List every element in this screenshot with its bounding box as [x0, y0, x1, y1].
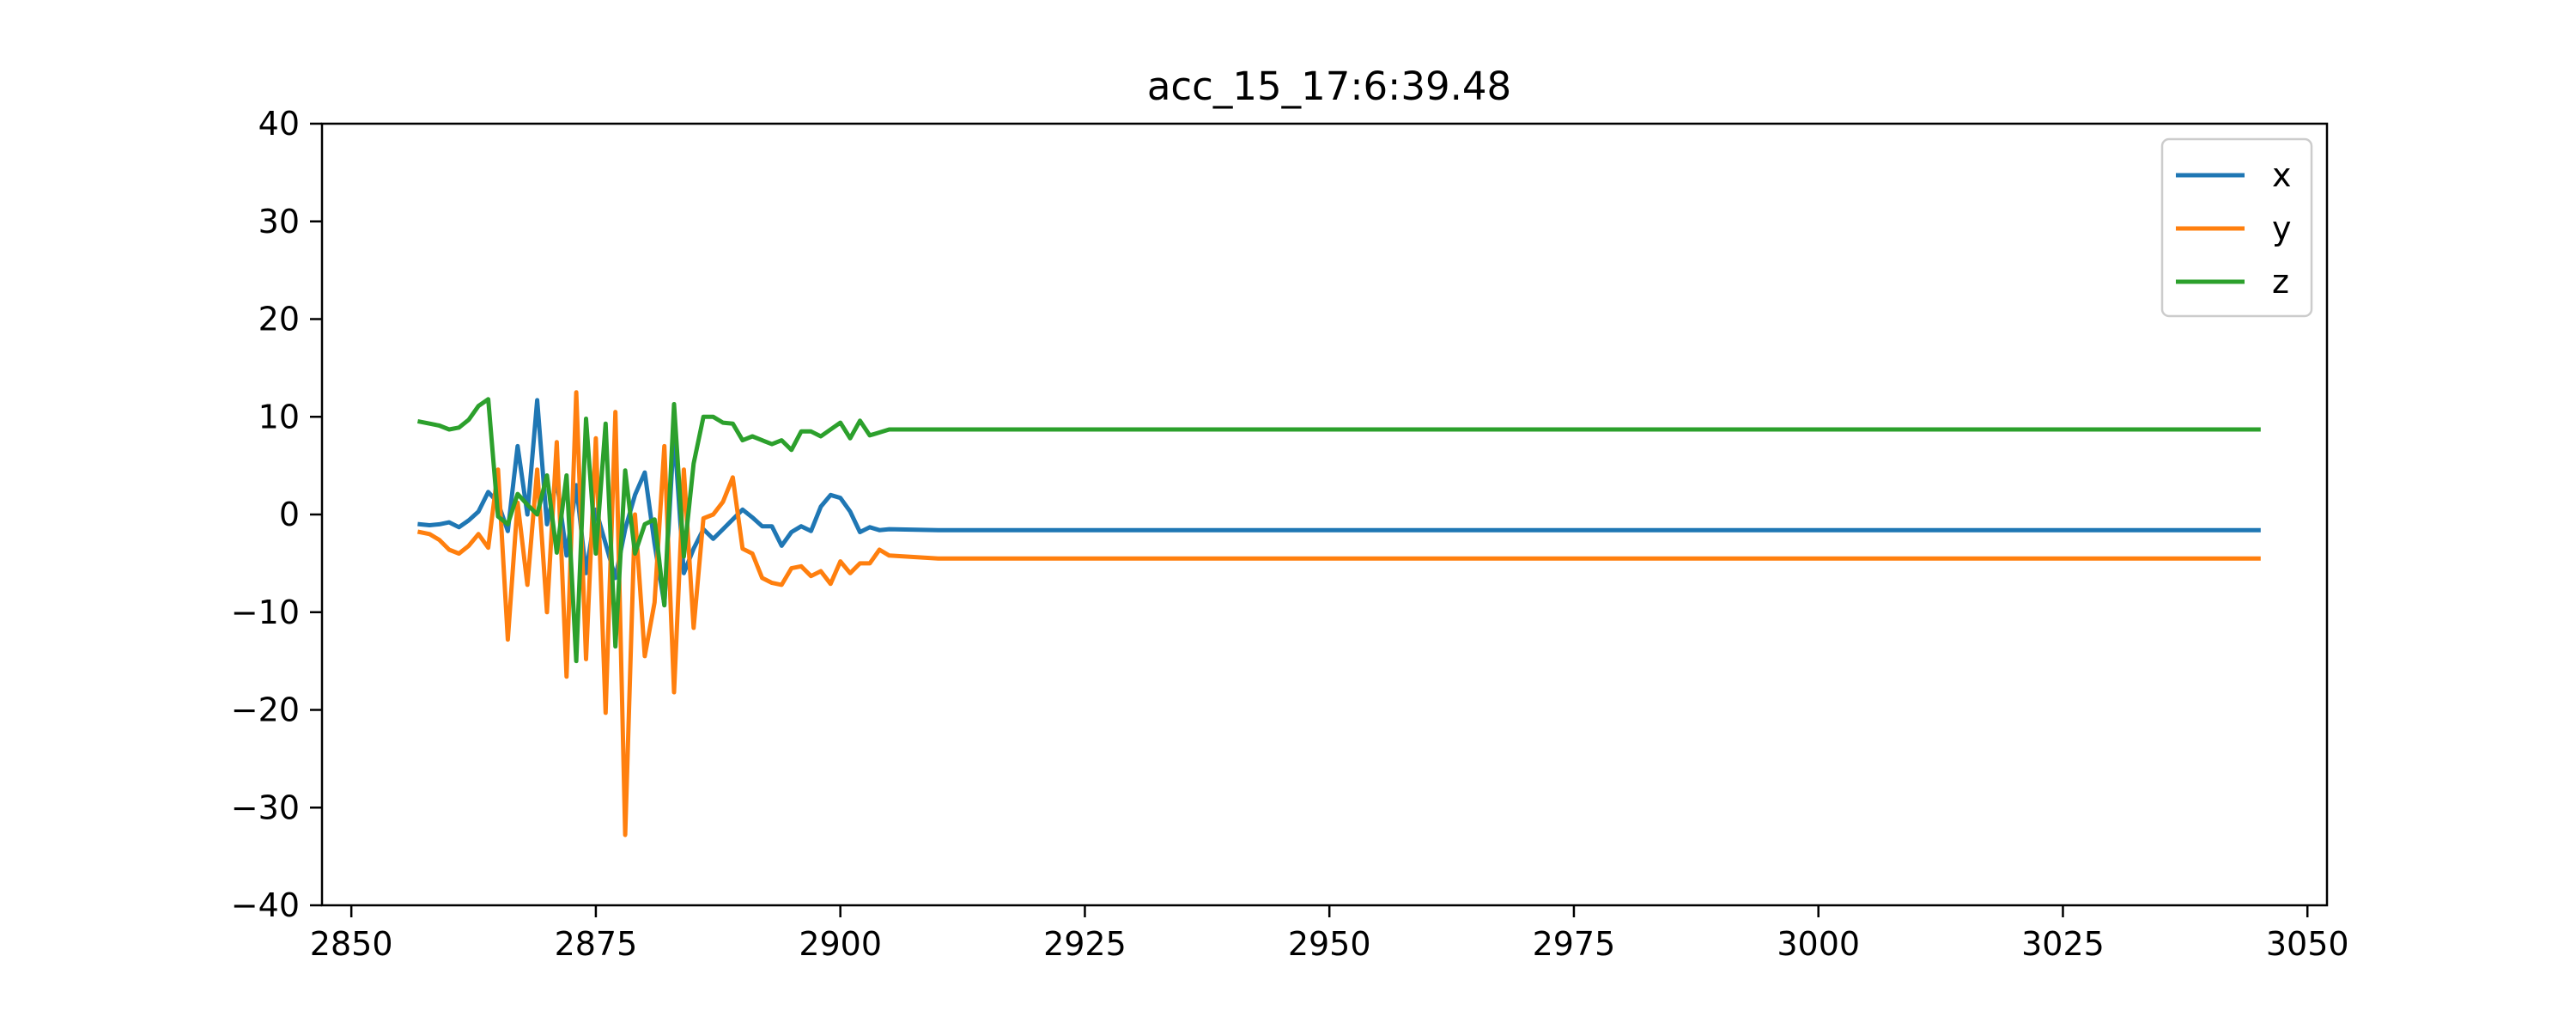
x-tick-label: 3000: [1777, 925, 1860, 963]
y-tick-label: 30: [258, 203, 300, 240]
plot-frame: [320, 122, 2329, 907]
legend-label-y: y: [2272, 210, 2292, 247]
series-line-y: [416, 390, 2261, 837]
x-tick-label: 2975: [1533, 925, 1616, 963]
x-tick-label: 2925: [1043, 925, 1127, 963]
y-tick-label: 0: [279, 496, 300, 533]
y-tick-label: 40: [258, 105, 300, 143]
series-line-z: [416, 397, 2261, 664]
x-tick-label: 2950: [1288, 925, 1371, 963]
x-tick-label: 3050: [2266, 925, 2349, 963]
x-tick-label: 3025: [2021, 925, 2105, 963]
legend: xyz: [2160, 137, 2313, 318]
y-tick-label: −10: [231, 594, 300, 631]
y-tick-label: −30: [231, 788, 300, 826]
y-tick-label: 10: [258, 398, 300, 435]
series-lines: [416, 390, 2261, 837]
x-tick-label: 2875: [555, 925, 638, 963]
x-tick-label: 2900: [799, 925, 882, 963]
y-tick-label: 20: [258, 301, 300, 338]
chart-title: acc_15_17:6:39.48: [1147, 64, 1511, 109]
y-axis: −40 −30 −20 −10 0 10 20 30 40: [231, 105, 322, 924]
y-tick-label: −20: [231, 691, 300, 729]
legend-label-z: z: [2272, 263, 2289, 301]
x-tick-label: 2850: [310, 925, 393, 963]
x-axis: 2850 2875 2900 2925 2950 2975 3000 3025 3050: [310, 905, 2349, 963]
y-tick-label: −40: [231, 886, 300, 924]
series-line-x: [417, 398, 2261, 607]
legend-label-x: x: [2272, 156, 2292, 194]
